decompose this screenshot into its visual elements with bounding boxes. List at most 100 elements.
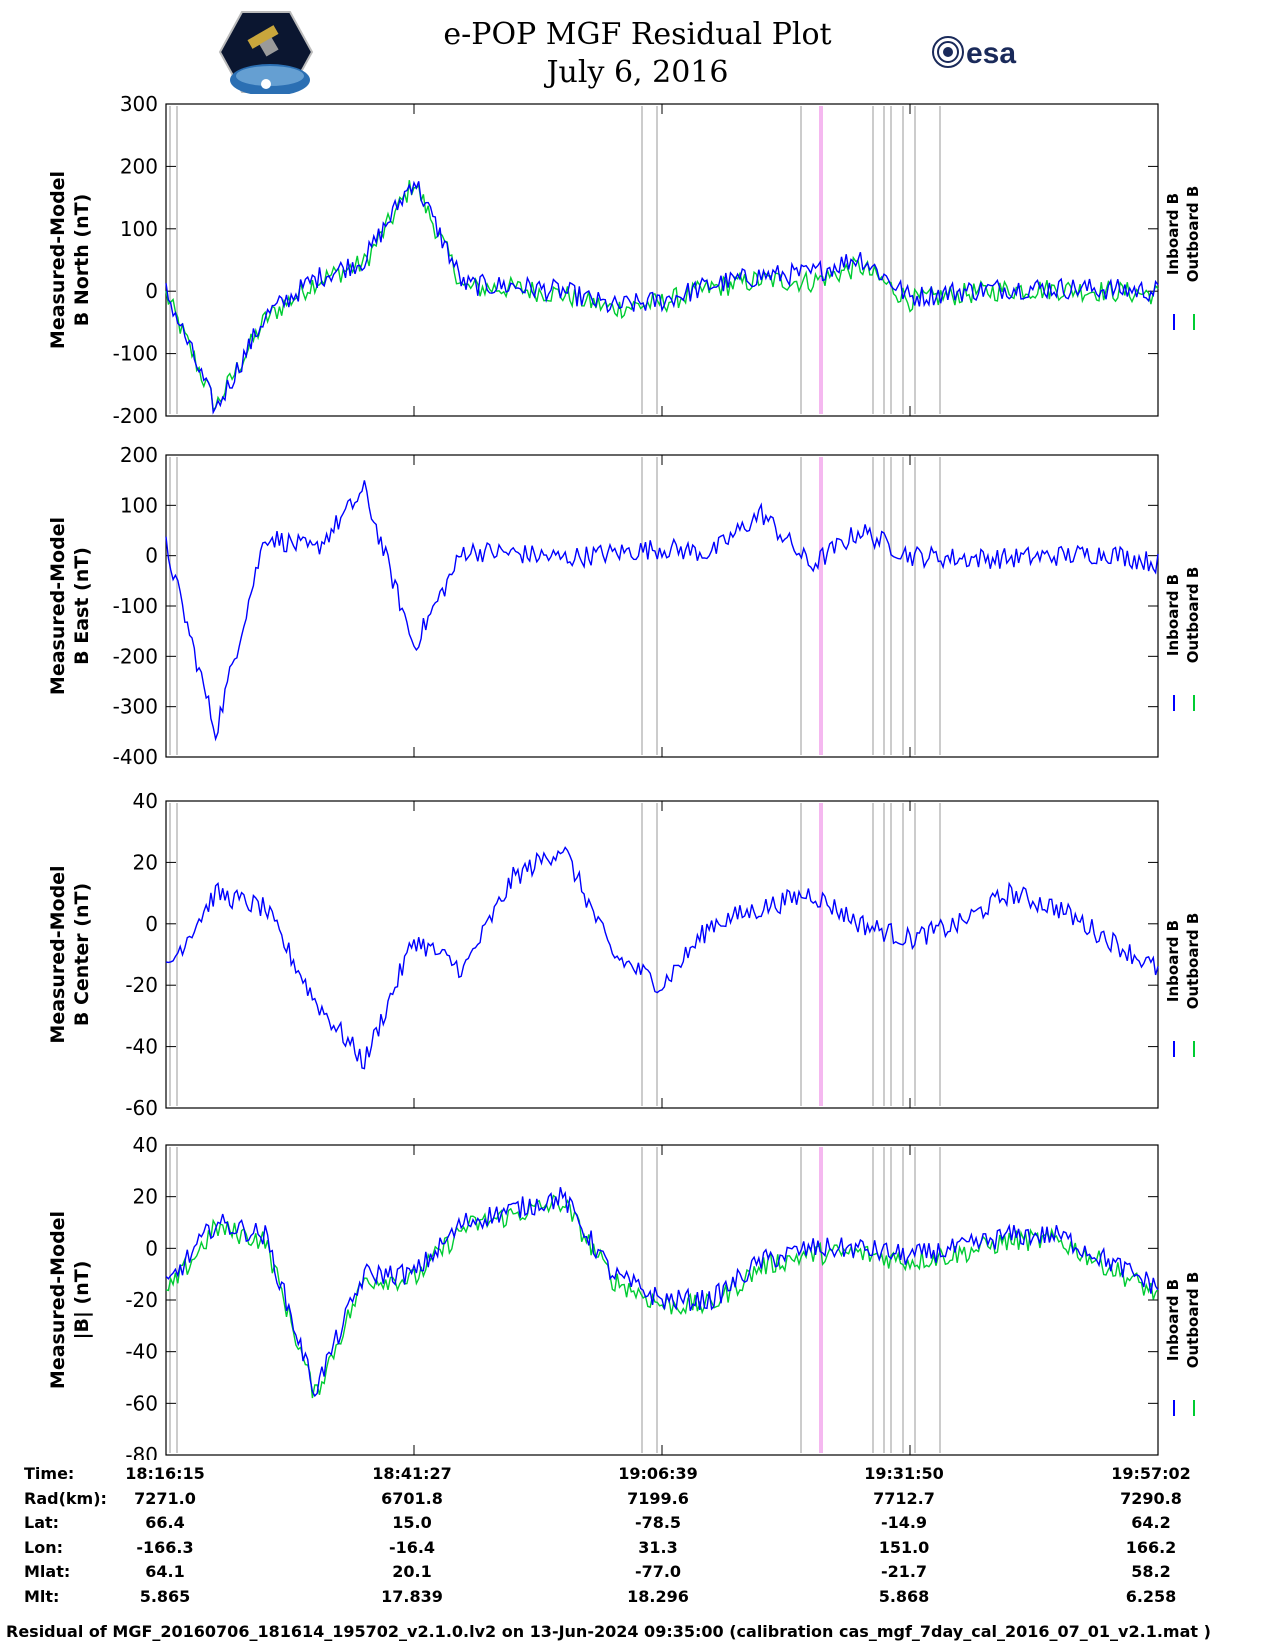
y-tick-label: 0: [145, 279, 158, 303]
y-tick-label: -60: [125, 1096, 158, 1120]
plot-title: e-POP MGF Residual Plot: [443, 17, 832, 52]
mlt-4: 5.868: [878, 1586, 930, 1606]
panel-4: 40 20 0 -20 -40 -60 -80 Measured-Model |B| (nT) I…: [47, 1133, 1202, 1460]
rad-2: 6701.8: [381, 1488, 443, 1508]
info-column-3: 19:06:39 7199.6 -78.5 31.3 -77.0 18.296: [578, 1462, 738, 1609]
y-tick-label: -40: [125, 1035, 158, 1059]
lon-4: 151.0: [878, 1537, 930, 1557]
y-tick-label: -40: [125, 1340, 158, 1364]
mlat-1: 64.1: [145, 1562, 185, 1581]
legend-outboard-label: Outboard B: [1184, 1272, 1202, 1369]
y-tick-label: -400: [113, 745, 158, 769]
time-1: 18:16:15: [125, 1464, 205, 1483]
label-lat: Lat:: [24, 1513, 60, 1532]
lon-1: -166.3: [136, 1537, 194, 1557]
y-tick-label: -200: [113, 644, 158, 668]
esa-logo: esa: [930, 34, 1040, 74]
y-axis-label: Measured-Model: [47, 171, 69, 349]
y-tick-label: -100: [113, 594, 158, 618]
time-5: 19:57:02: [1111, 1464, 1191, 1483]
orbit-info-table: Time: Rad(km): Lat: Lon: Mlat: Mlt: 18:1…: [0, 1462, 1275, 1612]
info-column-2: 18:41:27 6701.8 15.0 -16.4 20.1 17.839: [332, 1462, 492, 1609]
label-rad: Rad(km):: [24, 1488, 107, 1508]
plot-date: July 6, 2016: [546, 55, 729, 90]
lat-1: 66.4: [145, 1513, 185, 1532]
info-row-labels: Time: Rad(km): Lat: Lon: Mlat: Mlt:: [24, 1462, 107, 1609]
y-tick-label: -300: [113, 695, 158, 719]
lat-2: 15.0: [392, 1513, 432, 1532]
y-axis-label: B Center (nT): [71, 883, 93, 1026]
y-tick-label: 200: [120, 443, 158, 467]
y-axis-label: Measured-Model: [47, 1211, 69, 1389]
mlt-5: 6.258: [1125, 1586, 1177, 1606]
lon-5: 166.2: [1125, 1537, 1177, 1557]
panel-3: 40 20 0 -20 -40 -60 Measured-Model B Center (nT…: [47, 789, 1202, 1120]
y-tick-label: -100: [113, 342, 158, 366]
y-tick-label: 200: [120, 154, 158, 178]
legend-outboard-label: Outboard B: [1184, 913, 1202, 1010]
mlt-3: 18.296: [627, 1586, 689, 1606]
panel-1: 300 200 100 0 -100 -200 Measured-Model B North …: [47, 92, 1202, 428]
y-tick-label: 20: [133, 1185, 158, 1209]
y-axis-label: B East (nT): [71, 547, 93, 665]
time-3: 19:06:39: [618, 1464, 698, 1483]
series-line-inboard-b: [165, 846, 1159, 1070]
series-line-inboard-b: [165, 1187, 1159, 1398]
mlat-2: 20.1: [392, 1562, 432, 1581]
y-tick-label: 40: [133, 1133, 158, 1157]
time-4: 19:31:50: [864, 1464, 944, 1483]
y-tick-label: 0: [145, 912, 158, 936]
lon-2: -16.4: [388, 1537, 436, 1557]
y-axis-label: Measured-Model: [47, 517, 69, 695]
rad-1: 7271.0: [134, 1488, 196, 1508]
y-tick-label: 40: [133, 789, 158, 813]
rad-4: 7712.7: [873, 1488, 935, 1508]
y-tick-label: 20: [133, 850, 158, 874]
panel-2: 200 100 0 -100 -200 -300 -400 Measured-Model B E…: [47, 443, 1202, 769]
cassiope-logo: [218, 11, 314, 94]
y-tick-label: 100: [120, 217, 158, 241]
series-line-inboard-b: [165, 480, 1159, 742]
time-2: 18:41:27: [372, 1464, 452, 1483]
y-tick-label: -80: [125, 1443, 158, 1460]
legend-inboard-label: Inboard B: [1164, 193, 1182, 275]
label-lon: Lon:: [24, 1537, 63, 1557]
y-tick-label: -200: [113, 404, 158, 428]
y-tick-label: -60: [125, 1391, 158, 1415]
plot-frame: [165, 800, 1159, 1109]
info-column-1: 18:16:15 7271.0 66.4 -166.3 64.1 5.865: [85, 1462, 245, 1609]
lat-4: -14.9: [880, 1513, 928, 1532]
y-tick-label: 100: [120, 493, 158, 517]
footer-caption: Residual of MGF_20160706_181614_195702_v…: [6, 1622, 1211, 1641]
legend-outboard-label: Outboard B: [1184, 567, 1202, 664]
series-line-inboard-b: [165, 180, 1159, 415]
y-tick-label: 0: [145, 544, 158, 568]
legend-inboard-label: Inboard B: [1164, 574, 1182, 656]
legend-inboard-label: Inboard B: [1164, 1279, 1182, 1361]
y-tick-label: 300: [120, 92, 158, 116]
series-line-outboard-b: [165, 180, 1159, 412]
mlat-4: -21.7: [880, 1562, 928, 1581]
rad-5: 7290.8: [1120, 1488, 1182, 1508]
lon-3: 31.3: [638, 1537, 678, 1557]
mlt-2: 17.839: [381, 1586, 443, 1606]
info-column-4: 19:31:50 7712.7 -14.9 151.0 -21.7 5.868: [824, 1462, 984, 1609]
svg-text:esa: esa: [966, 37, 1016, 70]
mlat-5: 58.2: [1131, 1562, 1171, 1581]
y-axis-label: Measured-Model: [47, 865, 69, 1043]
plot-frame: [165, 103, 1159, 417]
y-tick-label: 0: [145, 1236, 158, 1260]
mlat-3: -77.0: [634, 1562, 682, 1581]
label-time: Time:: [24, 1464, 75, 1483]
plot-frame: [165, 454, 1159, 758]
legend-inboard-label: Inboard B: [1164, 920, 1182, 1002]
y-axis-label: |B| (nT): [71, 1261, 93, 1340]
lat-3: -78.5: [634, 1513, 682, 1532]
info-column-5: 19:57:02 7290.8 64.2 166.2 58.2 6.258: [1071, 1462, 1231, 1609]
mlt-1: 5.865: [139, 1586, 191, 1606]
rad-3: 7199.6: [627, 1488, 689, 1508]
y-axis-label: B North (nT): [71, 194, 93, 327]
label-mlt: Mlt:: [24, 1586, 60, 1606]
legend-outboard-label: Outboard B: [1184, 186, 1202, 283]
